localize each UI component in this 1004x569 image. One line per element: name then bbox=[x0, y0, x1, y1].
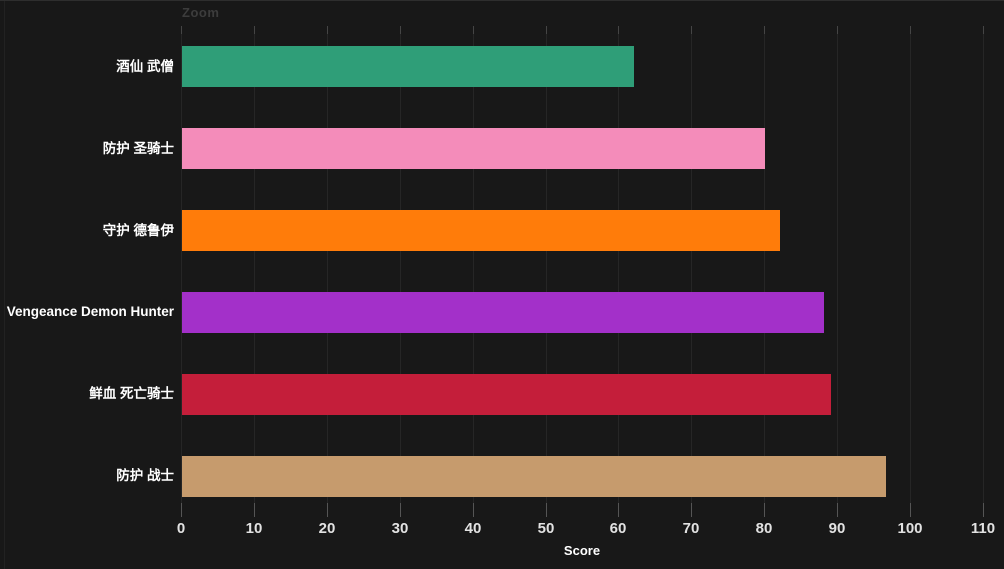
category-label-0: 酒仙 武僧 bbox=[116, 59, 174, 74]
gridline-x-80 bbox=[764, 26, 765, 517]
gridline-x-20 bbox=[327, 26, 328, 517]
gridline-x-10 bbox=[254, 26, 255, 517]
bar-1[interactable] bbox=[182, 128, 765, 169]
x-tick-label-110: 110 bbox=[970, 520, 996, 537]
top-tick-x-30 bbox=[400, 26, 401, 34]
bottom-tick-x-110 bbox=[983, 503, 984, 517]
top-tick-x-20 bbox=[327, 26, 328, 34]
x-tick-label-10: 10 bbox=[245, 520, 263, 537]
gridline-x-30 bbox=[400, 26, 401, 517]
bottom-tick-x-50 bbox=[546, 503, 547, 517]
category-label-3: Vengeance Demon Hunter bbox=[6, 304, 174, 319]
top-tick-x-90 bbox=[837, 26, 838, 34]
x-tick-label-100: 100 bbox=[897, 520, 923, 537]
gridline-x-0 bbox=[181, 26, 182, 517]
top-tick-x-40 bbox=[473, 26, 474, 34]
x-tick-label-30: 30 bbox=[391, 520, 409, 537]
gridline-x-60 bbox=[618, 26, 619, 517]
bar-0[interactable] bbox=[182, 46, 634, 87]
gridline-x-40 bbox=[473, 26, 474, 517]
zoom-control-label[interactable]: Zoom bbox=[182, 5, 220, 20]
bottom-tick-x-40 bbox=[473, 503, 474, 517]
bottom-tick-x-30 bbox=[400, 503, 401, 517]
category-label-2: 守护 德鲁伊 bbox=[102, 223, 174, 238]
x-tick-label-70: 70 bbox=[682, 520, 700, 537]
bar-2[interactable] bbox=[182, 210, 780, 251]
x-tick-label-0: 0 bbox=[176, 520, 186, 537]
x-axis-title: Score bbox=[563, 543, 601, 558]
x-tick-label-60: 60 bbox=[609, 520, 627, 537]
top-tick-x-80 bbox=[764, 26, 765, 34]
bar-chart-plot-area[interactable] bbox=[181, 26, 984, 517]
top-tick-x-60 bbox=[618, 26, 619, 34]
x-tick-label-90: 90 bbox=[828, 520, 846, 537]
x-tick-label-50: 50 bbox=[537, 520, 555, 537]
top-tick-x-70 bbox=[691, 26, 692, 34]
bottom-tick-x-60 bbox=[618, 503, 619, 517]
bottom-tick-x-70 bbox=[691, 503, 692, 517]
category-label-1: 防护 圣骑士 bbox=[102, 141, 174, 156]
window-edge-line bbox=[4, 1, 5, 569]
bottom-tick-x-10 bbox=[254, 503, 255, 517]
bottom-tick-x-20 bbox=[327, 503, 328, 517]
x-tick-label-80: 80 bbox=[755, 520, 773, 537]
bar-3[interactable] bbox=[182, 292, 824, 333]
gridline-x-100 bbox=[910, 26, 911, 517]
bar-4[interactable] bbox=[182, 374, 831, 415]
gridline-x-90 bbox=[837, 26, 838, 517]
top-tick-x-100 bbox=[910, 26, 911, 34]
top-tick-x-0 bbox=[181, 26, 182, 34]
gridline-x-50 bbox=[546, 26, 547, 517]
bar-5[interactable] bbox=[182, 456, 886, 497]
top-tick-x-10 bbox=[254, 26, 255, 34]
bottom-tick-x-90 bbox=[837, 503, 838, 517]
x-tick-label-40: 40 bbox=[464, 520, 482, 537]
bottom-tick-x-80 bbox=[764, 503, 765, 517]
gridline-x-110 bbox=[983, 26, 984, 517]
x-tick-label-20: 20 bbox=[318, 520, 336, 537]
top-tick-x-110 bbox=[983, 26, 984, 34]
bottom-tick-x-100 bbox=[910, 503, 911, 517]
gridline-x-70 bbox=[691, 26, 692, 517]
top-tick-x-50 bbox=[546, 26, 547, 34]
category-label-4: 鲜血 死亡骑士 bbox=[89, 386, 174, 401]
bottom-tick-x-0 bbox=[181, 503, 182, 517]
category-label-5: 防护 战士 bbox=[116, 468, 174, 483]
